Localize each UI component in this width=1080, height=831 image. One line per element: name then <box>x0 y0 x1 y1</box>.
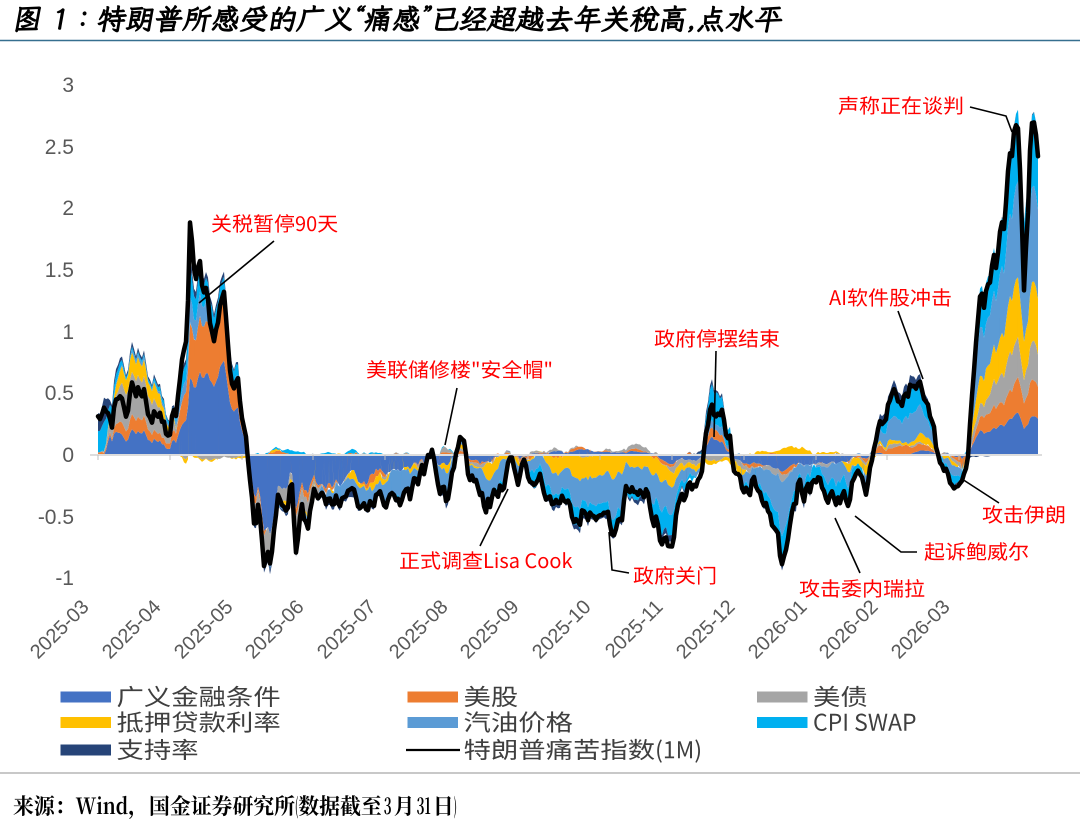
svg-text:-1: -1 <box>55 567 74 590</box>
svg-text:3: 3 <box>62 74 74 97</box>
svg-text:0.5: 0.5 <box>45 382 74 405</box>
svg-text:2.5: 2.5 <box>45 136 74 159</box>
svg-text:1.5: 1.5 <box>45 259 74 282</box>
svg-text:0: 0 <box>62 444 74 467</box>
svg-text:1: 1 <box>62 321 74 344</box>
svg-text:-0.5: -0.5 <box>38 506 74 529</box>
svg-text:2: 2 <box>62 197 74 220</box>
